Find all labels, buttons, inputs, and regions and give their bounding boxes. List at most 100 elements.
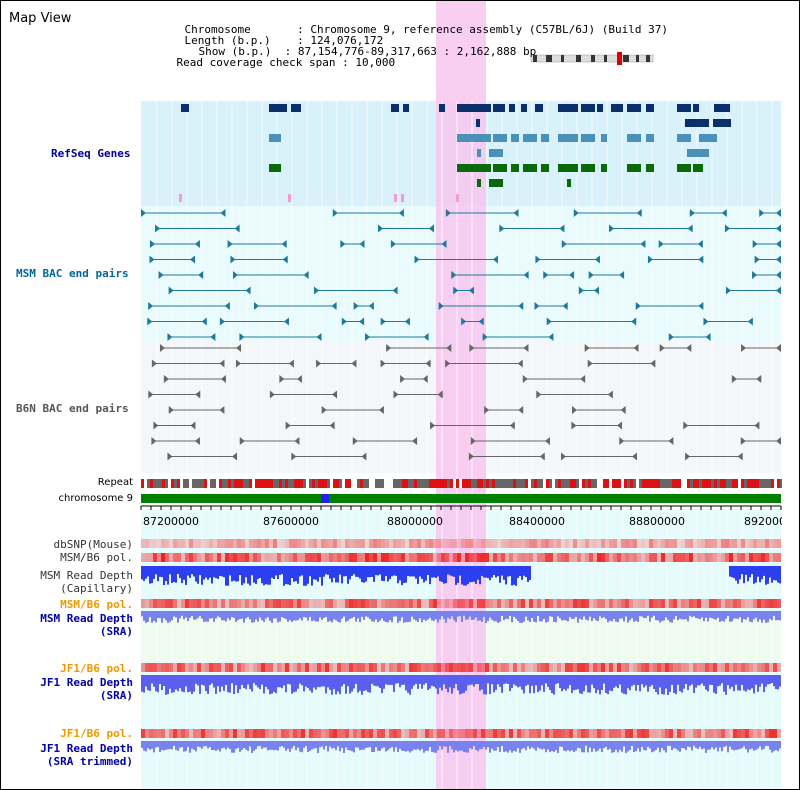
depth-bar (371, 611, 373, 622)
depth-bar (155, 675, 157, 692)
track-label-msm-depth-cap-sub: (Capillary) (60, 582, 133, 595)
depth-bar (575, 741, 577, 751)
bac-end-marker (147, 317, 153, 326)
track-label-msm-b6-pol-1[interactable]: MSM/B6 pol. (60, 551, 133, 564)
msm-sra-pol-cell (777, 599, 781, 608)
depth-bar (153, 675, 155, 687)
jf1-pol-cell (301, 663, 305, 672)
dbsnp-cell (361, 539, 365, 548)
dbsnp-cell (701, 539, 705, 548)
gene-feature (558, 134, 578, 142)
depth-bar (611, 675, 613, 692)
depth-bar (327, 675, 329, 688)
depth-bar (763, 566, 765, 576)
depth-bar (473, 611, 475, 620)
depth-bar (275, 611, 277, 619)
depth-bar (691, 741, 693, 751)
gene-feature (511, 134, 519, 142)
depth-bar (377, 741, 379, 751)
depth-bar (393, 566, 395, 576)
bac-end-marker (168, 286, 174, 295)
msm-sra-pol-cell (581, 599, 585, 608)
track-label-jf1-b6-pol-2[interactable]: JF1/B6 pol. (60, 727, 133, 740)
depth-bar (475, 611, 477, 618)
msm-pol-cell (589, 553, 593, 562)
depth-bar (567, 675, 569, 689)
vertical-scrollbar[interactable] (782, 1, 799, 789)
depth-bar (683, 741, 685, 749)
bac-end-marker (594, 255, 600, 264)
track-label-chromosome[interactable]: chromosome 9 (58, 493, 133, 504)
msm-pol-cell (669, 553, 673, 562)
jf1-pol-cell (317, 663, 321, 672)
depth-bar (203, 675, 205, 686)
track-label-msm-bac[interactable]: MSM BAC end pairs (16, 267, 129, 280)
msm-sra-pol-cell (741, 599, 745, 608)
dbsnp-cell (677, 539, 681, 548)
repeat-segment (489, 479, 492, 488)
dbsnp-cell (737, 539, 741, 548)
track-label-msm-depth-sra[interactable]: MSM Read Depth (40, 612, 133, 625)
depth-bar (667, 741, 669, 746)
msm-sra-pol-cell (661, 599, 665, 608)
track-label-dbsnp[interactable]: dbSNP(Mouse) (53, 538, 133, 551)
depth-bar (343, 741, 345, 753)
depth-bar (187, 675, 189, 693)
depth-bar (421, 611, 423, 623)
track-label-b6n-bac[interactable]: B6N BAC end pairs (16, 402, 129, 415)
jf1-trim-pol-cell (745, 729, 749, 738)
track-label-refseq[interactable]: RefSeq Genes (51, 147, 131, 160)
track-label-msm-b6-pol-2[interactable]: MSM/B6 pol. (60, 598, 133, 611)
depth-bar (323, 611, 325, 618)
depth-bar (379, 566, 381, 575)
track-label-jf1-depth-sra[interactable]: JF1 Read Depth (40, 676, 133, 689)
depth-bar (539, 741, 541, 749)
track-label-msm-depth-cap[interactable]: MSM Read Depth (40, 569, 133, 582)
repeat-segment (600, 479, 603, 488)
repeat-segment (576, 479, 579, 488)
repeat-segment (366, 479, 369, 488)
dbsnp-cell (637, 539, 641, 548)
depth-bar (349, 566, 351, 580)
depth-bar (445, 566, 447, 584)
depth-bar (283, 675, 285, 686)
depth-bar (561, 675, 563, 692)
depth-bar (313, 611, 315, 621)
bac-end-marker (285, 421, 291, 430)
msm-sra-pol-cell (725, 599, 729, 608)
msm-sra-pol-cell (569, 599, 573, 608)
depth-bar (525, 611, 527, 617)
track-label-repeat[interactable]: Repeat (97, 477, 133, 488)
depth-bar (497, 566, 499, 577)
depth-bar (417, 566, 419, 584)
repeat-segment (402, 479, 405, 488)
repeat-segment (642, 479, 645, 488)
msm-pol-cell (549, 553, 553, 562)
depth-bar (435, 566, 437, 578)
depth-bar (459, 566, 461, 576)
bac-end-marker (423, 333, 429, 341)
jf1-pol-cell (309, 663, 313, 672)
msm-pol-cell (169, 553, 173, 562)
depth-bar (717, 611, 719, 618)
repeat-segment (276, 479, 279, 488)
depth-bar (291, 566, 293, 578)
jf1-pol-cell (241, 663, 245, 672)
jf1-pol-cell (645, 663, 649, 672)
bac-end-marker (224, 302, 230, 310)
msm-pol-cell (741, 553, 745, 562)
track-label-jf1-b6-pol-1[interactable]: JF1/B6 pol. (60, 662, 133, 675)
msm-pol-cell (625, 553, 629, 562)
depth-bar (255, 611, 257, 620)
dbsnp-cell (333, 539, 337, 548)
depth-bar (567, 741, 569, 751)
dbsnp-cell (689, 539, 693, 548)
depth-bar (397, 611, 399, 623)
bac-end-marker (316, 359, 322, 368)
depth-bar (615, 675, 617, 687)
depth-bar (401, 675, 403, 685)
depth-bar (213, 741, 215, 750)
track-label-jf1-depth-trim[interactable]: JF1 Read Depth (40, 742, 133, 755)
jf1-pol-cell (665, 663, 669, 672)
msm-sra-pol-cell (145, 599, 149, 608)
